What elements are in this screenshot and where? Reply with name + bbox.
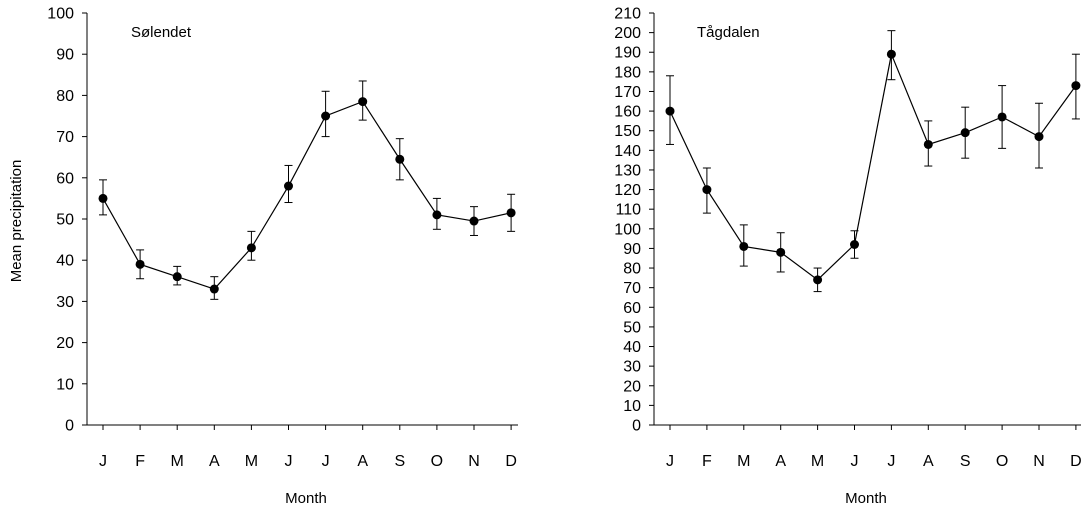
x-tick-label: O [431,453,443,470]
data-point [739,241,749,251]
data-point [321,111,331,121]
x-tick-label: J [99,453,107,470]
data-point [850,240,859,250]
data-point [209,284,219,294]
data-point [172,272,182,282]
data-point [395,154,405,164]
series-line [669,52,1077,281]
y-tick-label: 110 [615,202,641,219]
y-tick-label: 30 [623,359,641,376]
x-tick-label: J [887,453,895,470]
x-tick-label: J [322,453,330,470]
data-point [702,185,712,195]
y-tick-label: 60 [56,170,74,187]
panel-title: Tågdalen [697,24,760,41]
x-tick-label: A [775,453,786,470]
x-tick-label: A [357,453,368,470]
panel-title: Sølendet [131,24,192,41]
x-tick-label: A [209,453,220,470]
y-tick-label: 200 [614,25,641,42]
y-tick-label: 10 [56,376,74,393]
x-tick-label: D [505,453,517,470]
y-tick-label: 20 [56,335,74,352]
y-tick-label: 130 [614,162,641,179]
y-tick-label: 120 [614,182,641,199]
x-tick-label: N [468,453,480,470]
y-tick-label: 210 [614,6,641,23]
x-tick-label: D [1070,453,1081,470]
y-tick-label: 20 [623,378,641,395]
y-tick-label: 50 [623,319,641,336]
y-tick-label: 70 [623,280,641,297]
data-point [960,128,970,138]
data-point [358,97,368,107]
data-point [886,49,896,59]
data-point [135,259,145,269]
y-tick-label: 40 [56,253,74,270]
x-tick-label: J [851,453,859,470]
data-point [98,193,108,203]
x-tick-label: M [737,453,750,470]
data-point [246,243,256,253]
x-axis-title: Month [285,490,327,507]
data-point [1071,81,1081,91]
y-tick-label: 40 [623,339,641,356]
y-tick-label: 170 [614,84,641,101]
y-tick-label: 180 [614,64,641,81]
x-tick-label: M [811,453,824,470]
x-tick-label: M [245,453,258,470]
y-tick-label: 190 [614,45,641,62]
x-tick-label: S [960,453,971,470]
x-tick-label: S [394,453,405,470]
y-tick-label: 60 [623,300,641,317]
data-point [776,247,786,257]
data-point [813,275,823,285]
data-point [997,112,1007,122]
x-tick-label: O [996,453,1008,470]
y-tick-label: 10 [623,398,641,415]
y-tick-label: 0 [65,418,74,435]
data-point [1034,132,1044,142]
y-tick-label: 50 [56,212,74,229]
x-tick-label: N [1033,453,1045,470]
x-axis-title: Month [845,490,887,507]
data-point [432,210,442,220]
y-axis-title: Mean precipitation [8,160,25,283]
y-tick-label: 140 [614,143,641,160]
y-tick-label: 80 [56,88,74,105]
x-tick-label: M [171,453,184,470]
x-tick-label: A [923,453,934,470]
x-tick-label: F [702,453,712,470]
series-line [102,100,512,290]
y-tick-label: 100 [614,221,641,238]
data-point [469,216,479,226]
x-tick-label: F [135,453,145,470]
data-point [923,139,933,149]
x-tick-label: J [285,453,293,470]
data-point [665,106,675,116]
y-tick-label: 150 [614,123,641,140]
y-tick-label: 160 [614,104,641,121]
y-tick-label: 100 [47,6,74,23]
y-tick-label: 90 [56,47,74,64]
y-tick-label: 90 [623,241,641,258]
y-tick-label: 0 [632,418,641,435]
y-tick-label: 80 [623,261,641,278]
y-tick-label: 30 [56,294,74,311]
data-point [284,181,293,191]
data-point [506,208,516,218]
y-tick-label: 70 [56,129,74,146]
x-tick-label: J [666,453,674,470]
